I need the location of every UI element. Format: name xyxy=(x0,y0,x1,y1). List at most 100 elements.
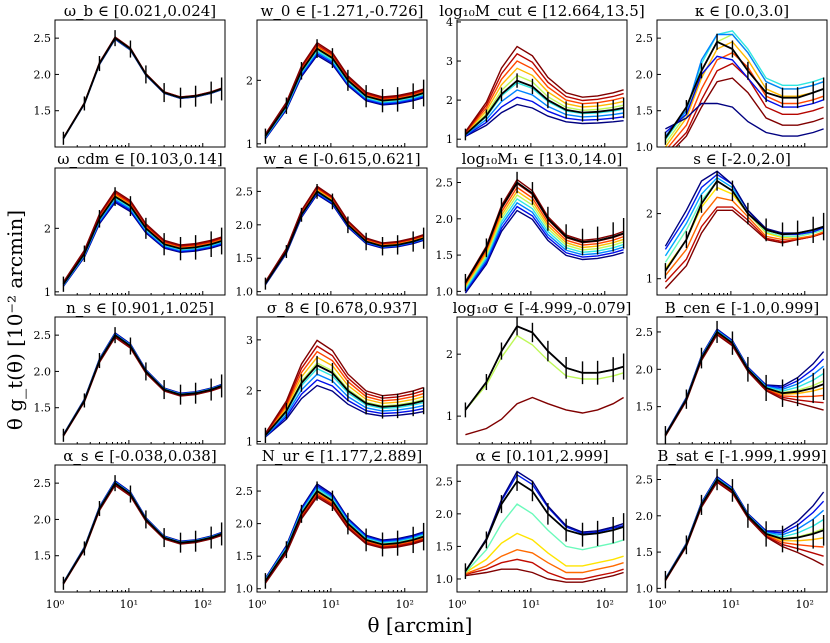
y-tick-label: 2.0 xyxy=(34,365,52,378)
y-tick-label: 2.5 xyxy=(34,477,52,490)
plot-area xyxy=(464,171,625,294)
y-tick-label: 4 xyxy=(446,16,453,29)
model-line-1 xyxy=(465,103,624,138)
axis-frame xyxy=(456,19,628,148)
y-tick-label: 1.0 xyxy=(236,286,254,299)
y-tick-label: 2.5 xyxy=(236,185,254,198)
model-line-5 xyxy=(264,489,424,582)
y-tick-label: 3 xyxy=(446,55,453,68)
data-line xyxy=(62,195,222,285)
model-line-6 xyxy=(264,46,424,137)
plot-area xyxy=(264,39,425,144)
model-line-6 xyxy=(264,491,424,582)
model-line-3 xyxy=(62,480,222,584)
model-line-9 xyxy=(264,339,424,434)
panel-title: s ∈ [-2.0,2.0] xyxy=(693,150,791,168)
axis-frame xyxy=(656,464,828,593)
model-line-9 xyxy=(62,189,222,283)
panel-title: log₁₀σ ∈ [-4.999,-0.079] xyxy=(453,299,632,317)
axis-frame xyxy=(256,167,428,296)
model-line-4 xyxy=(62,197,222,286)
model-line-2 xyxy=(62,480,222,584)
model-line-7 xyxy=(62,483,222,585)
model-line-3 xyxy=(464,325,624,411)
model-line-6 xyxy=(664,30,824,141)
plot-area xyxy=(264,184,425,290)
model-line-6 xyxy=(62,334,222,436)
model-line-3 xyxy=(465,548,624,575)
model-line-7 xyxy=(264,44,424,136)
model-line-1 xyxy=(465,568,624,583)
model-line-7 xyxy=(664,33,824,137)
model-line-4 xyxy=(264,49,424,138)
axis-frame xyxy=(54,19,226,148)
model-line-1 xyxy=(664,209,824,289)
model-line-6 xyxy=(62,36,222,139)
model-line-5 xyxy=(62,37,222,139)
model-line-8 xyxy=(464,52,624,133)
model-line-5 xyxy=(62,334,222,436)
plot-area xyxy=(264,481,425,589)
y-tick-label: 2 xyxy=(646,208,653,221)
data-line xyxy=(62,481,222,584)
model-line-2 xyxy=(464,205,624,293)
axis-frame xyxy=(54,167,226,296)
data-line xyxy=(264,489,424,582)
y-tick-label: 1 xyxy=(246,435,253,448)
model-line-9 xyxy=(62,336,222,437)
model-line-5 xyxy=(464,503,624,573)
model-line-4 xyxy=(264,190,424,284)
y-tick-label: 1 xyxy=(246,138,253,151)
model-line-2 xyxy=(264,192,424,285)
model-line-9 xyxy=(665,102,824,137)
axis-frame xyxy=(656,19,828,148)
model-line-6 xyxy=(62,194,222,285)
data-line xyxy=(62,333,222,436)
model-line-6 xyxy=(664,331,824,436)
panel-11: log₁₀σ ∈ [-4.999,-0.079] 1 2 xyxy=(446,299,632,445)
model-line-1 xyxy=(664,328,825,435)
y-tick-label: 1.5 xyxy=(236,550,254,563)
model-line-4 xyxy=(264,487,424,581)
panel-1: ω_b ∈ [0.021,0.024] 1.5 2.0 2.5 xyxy=(34,2,226,148)
model-line-1 xyxy=(264,384,424,438)
panel-title: n_s ∈ [0.901,1.025] xyxy=(66,299,214,317)
plot-area xyxy=(62,327,223,442)
model-line-8 xyxy=(264,43,424,135)
plot-area xyxy=(62,475,223,590)
y-tick-label: 2.0 xyxy=(636,363,654,376)
panel-title: w_a ∈ [-0.615,0.621] xyxy=(263,150,420,168)
model-line-2 xyxy=(264,484,424,580)
data-line xyxy=(264,190,424,285)
panel-title: κ ∈ [0.0,3.0] xyxy=(695,2,789,20)
x-axis-label: θ [arcmin] xyxy=(368,613,473,637)
plot-area xyxy=(62,30,223,145)
panel-title: B_cen ∈ [-1.0,0.999] xyxy=(665,299,819,317)
panel-title: log₁₀M₁ ∈ [13.0,14.0] xyxy=(462,150,623,168)
model-line-5 xyxy=(264,189,424,284)
x-tick-label: 10¹ xyxy=(722,598,740,611)
y-tick-label: 2.5 xyxy=(636,474,654,487)
model-line-2 xyxy=(465,558,624,580)
y-tick-label: 1.5 xyxy=(436,249,454,262)
model-line-6 xyxy=(464,67,624,134)
model-line-8 xyxy=(664,480,824,581)
panel-title: N_ur ∈ [1.177,2.889] xyxy=(262,447,422,465)
x-tick-label: 10¹ xyxy=(120,598,138,611)
model-line-1 xyxy=(465,396,624,436)
data-line xyxy=(664,478,824,581)
y-tick-label: 1.5 xyxy=(34,105,52,118)
model-line-7 xyxy=(62,36,222,139)
plot-area xyxy=(664,468,825,589)
plot-area xyxy=(464,470,625,583)
y-tick-label: 1.5 xyxy=(436,540,454,553)
axis-frame xyxy=(256,316,428,445)
model-line-3 xyxy=(62,37,222,139)
axis-frame xyxy=(54,464,226,593)
y-tick-label: 2.5 xyxy=(436,177,454,190)
y-tick-label: 2.5 xyxy=(34,32,52,45)
x-tick-label: 10¹ xyxy=(322,598,340,611)
panel-5: ω_cdm ∈ [0.103,0.14] 1 2 xyxy=(44,150,226,299)
plot-area xyxy=(664,30,825,147)
